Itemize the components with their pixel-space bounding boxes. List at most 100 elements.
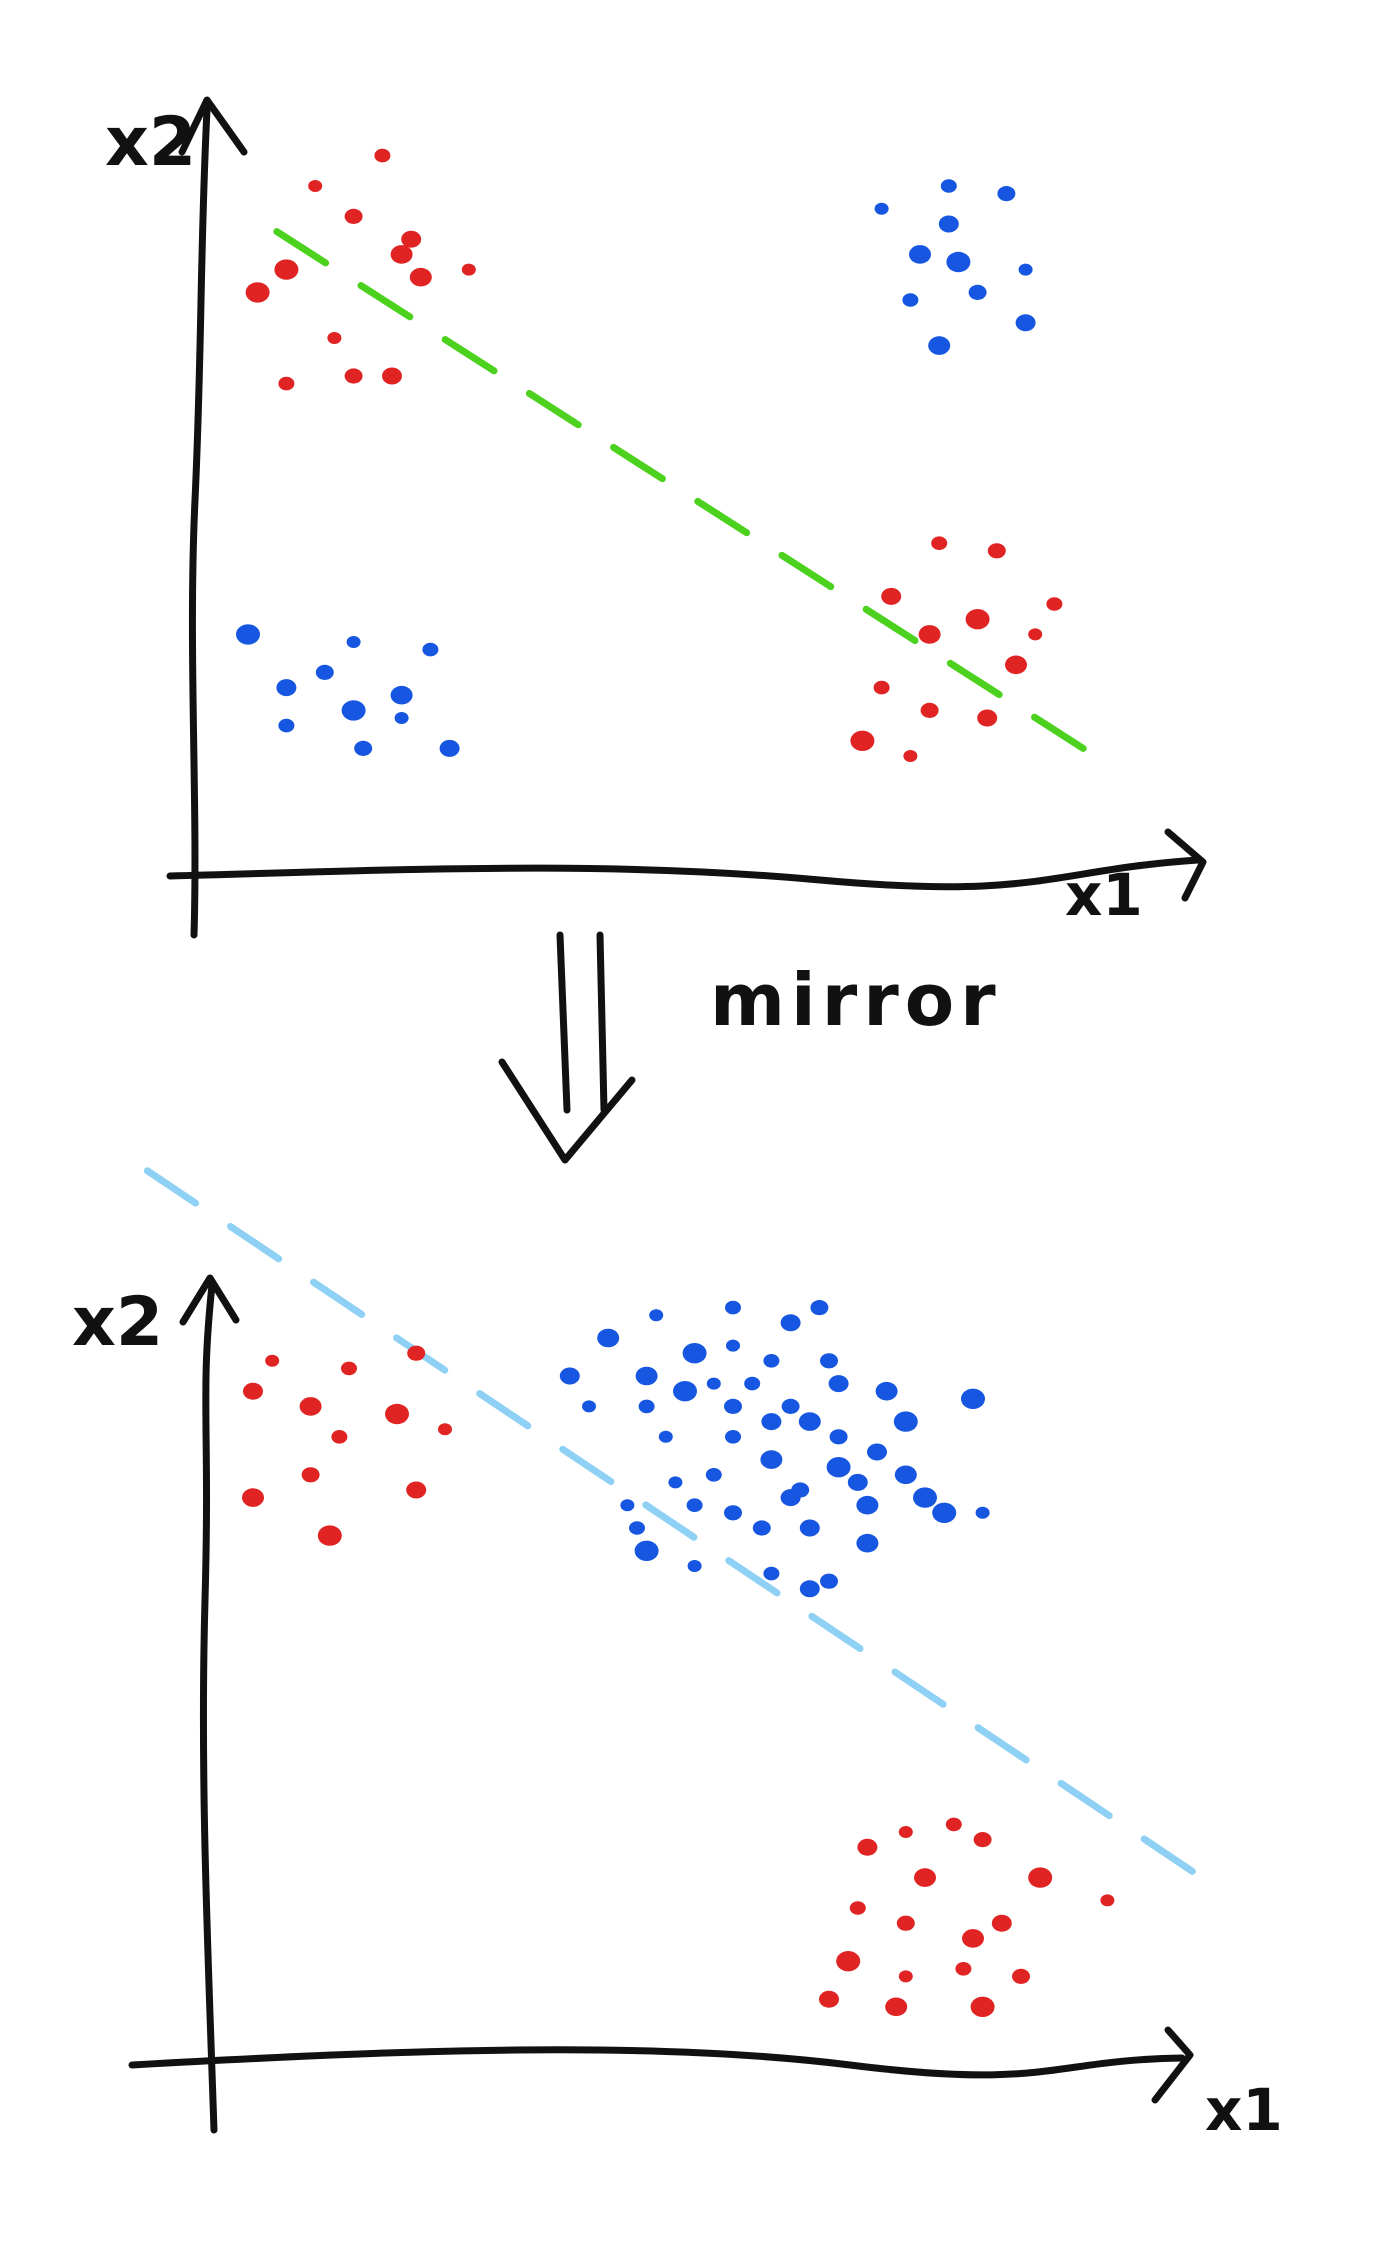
top-blue-point-6 — [946, 251, 971, 273]
top-red-point-17 — [918, 625, 941, 644]
bottom-blue-point-34 — [847, 1473, 868, 1491]
top-blue-point-5 — [909, 245, 931, 264]
bottom-y-axis-arrowhead — [179, 1274, 240, 1326]
top-blue-point-14 — [422, 642, 439, 657]
bottom-blue-point-13 — [706, 1377, 721, 1390]
bottom-blue-point-35 — [894, 1465, 917, 1485]
bottom-red-point-17 — [914, 1868, 936, 1887]
top-red-point-23 — [1005, 655, 1027, 675]
bottom-blue-point-9 — [820, 1353, 838, 1369]
top-red-point-18 — [965, 609, 990, 630]
mirror-label: mirror — [710, 958, 1002, 1042]
bottom-blue-point-32 — [705, 1468, 722, 1482]
bottom-blue-point-10 — [559, 1367, 580, 1385]
bottom-x-axis — [128, 2046, 1186, 2079]
bottom-blue-point-26 — [725, 1430, 741, 1444]
arrow-head — [498, 1058, 636, 1164]
top-blue-point-12 — [236, 624, 260, 645]
top-blue-point-9 — [968, 284, 987, 300]
bottom-blue-point-44 — [629, 1521, 645, 1535]
bottom-y-axis — [199, 1281, 218, 2134]
bottom-red-point-18 — [1028, 1867, 1053, 1888]
bottom-red-point-30 — [970, 1996, 995, 2018]
bottom-red-point-2 — [341, 1361, 357, 1376]
top-x-axis — [166, 856, 1202, 891]
top-blue-point-13 — [346, 636, 361, 648]
bottom-blue-point-31 — [668, 1476, 683, 1489]
bottom-blue-point-2 — [725, 1300, 741, 1315]
top-red-point-19 — [1028, 628, 1043, 641]
bottom-red-point-16 — [857, 1838, 878, 1856]
bottom-x-axis-label: x1 — [1205, 2076, 1283, 2144]
bottom-blue-point-49 — [687, 1560, 702, 1572]
bottom-red-point-11 — [242, 1488, 264, 1507]
bottom-blue-point-8 — [763, 1354, 780, 1368]
bottom-blue-point-12 — [673, 1381, 697, 1402]
bottom-blue-point-41 — [856, 1495, 879, 1515]
top-boundary-line — [273, 228, 1087, 752]
bottom-blue-point-25 — [658, 1430, 673, 1443]
top-blue-point-7 — [1018, 263, 1033, 276]
bottom-red-point-5 — [299, 1397, 322, 1416]
bottom-red-point-24 — [836, 1951, 861, 1972]
top-y-axis-label: x2 — [105, 103, 196, 182]
bottom-red-point-27 — [1012, 1968, 1030, 1984]
top-red-point-26 — [1046, 597, 1063, 611]
top-red-point-16 — [881, 587, 902, 605]
bottom-red-point-20 — [849, 1901, 866, 1915]
top-red-point-14 — [931, 536, 948, 550]
bottom-blue-point-21 — [724, 1398, 742, 1414]
top-red-point-21 — [920, 702, 939, 719]
bottom-x-axis-arrowhead — [1151, 2026, 1194, 2104]
top-plot: x2 x1 — [105, 96, 1207, 939]
bottom-red-point-19 — [1100, 1894, 1115, 1907]
arrow-shaft-left — [556, 931, 571, 1114]
bottom-red-point-13 — [898, 1826, 913, 1838]
bottom-y-axis-label: x2 — [72, 1283, 163, 1362]
top-blue-point-3 — [997, 186, 1016, 202]
top-decision-boundary — [273, 228, 1087, 752]
top-x-axis-label: x1 — [1065, 861, 1143, 929]
bottom-red-point-1 — [265, 1354, 280, 1367]
top-y-axis — [188, 106, 211, 939]
bottom-blue-point-27 — [829, 1429, 848, 1445]
bottom-red-points — [242, 1345, 1115, 2018]
bottom-blue-point-47 — [856, 1533, 879, 1553]
bottom-red-point-4 — [243, 1382, 263, 1400]
top-red-point-13 — [461, 263, 476, 276]
bottom-red-point-22 — [991, 1914, 1012, 1932]
bottom-blue-point-6 — [682, 1343, 707, 1364]
arrow-shaft-right — [596, 931, 608, 1114]
top-x-axis-arrowhead — [1164, 828, 1207, 902]
bottom-blue-point-11 — [635, 1366, 658, 1386]
bottom-blue-point-18 — [961, 1388, 985, 1410]
bottom-blue-point-48 — [634, 1540, 659, 1562]
bottom-blue-point-15 — [781, 1398, 800, 1414]
bottom-blue-point-19 — [582, 1400, 596, 1413]
top-blue-point-19 — [394, 712, 409, 724]
bottom-blue-point-16 — [828, 1375, 849, 1393]
bottom-blue-point-23 — [798, 1412, 821, 1431]
bottom-blue-point-46 — [799, 1519, 820, 1537]
top-red-point-22 — [977, 709, 998, 727]
top-red-point-6 — [245, 282, 270, 303]
bottom-blue-point-43 — [975, 1506, 990, 1519]
top-red-point-1 — [308, 180, 323, 192]
top-red-point-15 — [987, 543, 1006, 559]
bottom-blue-point-50 — [763, 1566, 780, 1581]
top-blue-point-11 — [928, 336, 951, 355]
bottom-blue-point-36 — [913, 1487, 937, 1508]
bottom-blue-point-1 — [649, 1309, 664, 1322]
top-blue-point-16 — [276, 679, 297, 697]
top-blue-points — [236, 179, 1036, 757]
top-red-point-9 — [344, 368, 363, 384]
top-red-point-3 — [344, 208, 363, 224]
top-blue-point-4 — [938, 215, 959, 233]
bottom-red-point-21 — [896, 1915, 915, 1931]
bottom-blue-point-45 — [752, 1520, 771, 1536]
bottom-blue-point-24 — [893, 1411, 918, 1432]
top-blue-point-18 — [341, 700, 366, 721]
top-blue-point-10 — [1015, 314, 1036, 332]
bottom-blue-point-51 — [820, 1573, 838, 1589]
